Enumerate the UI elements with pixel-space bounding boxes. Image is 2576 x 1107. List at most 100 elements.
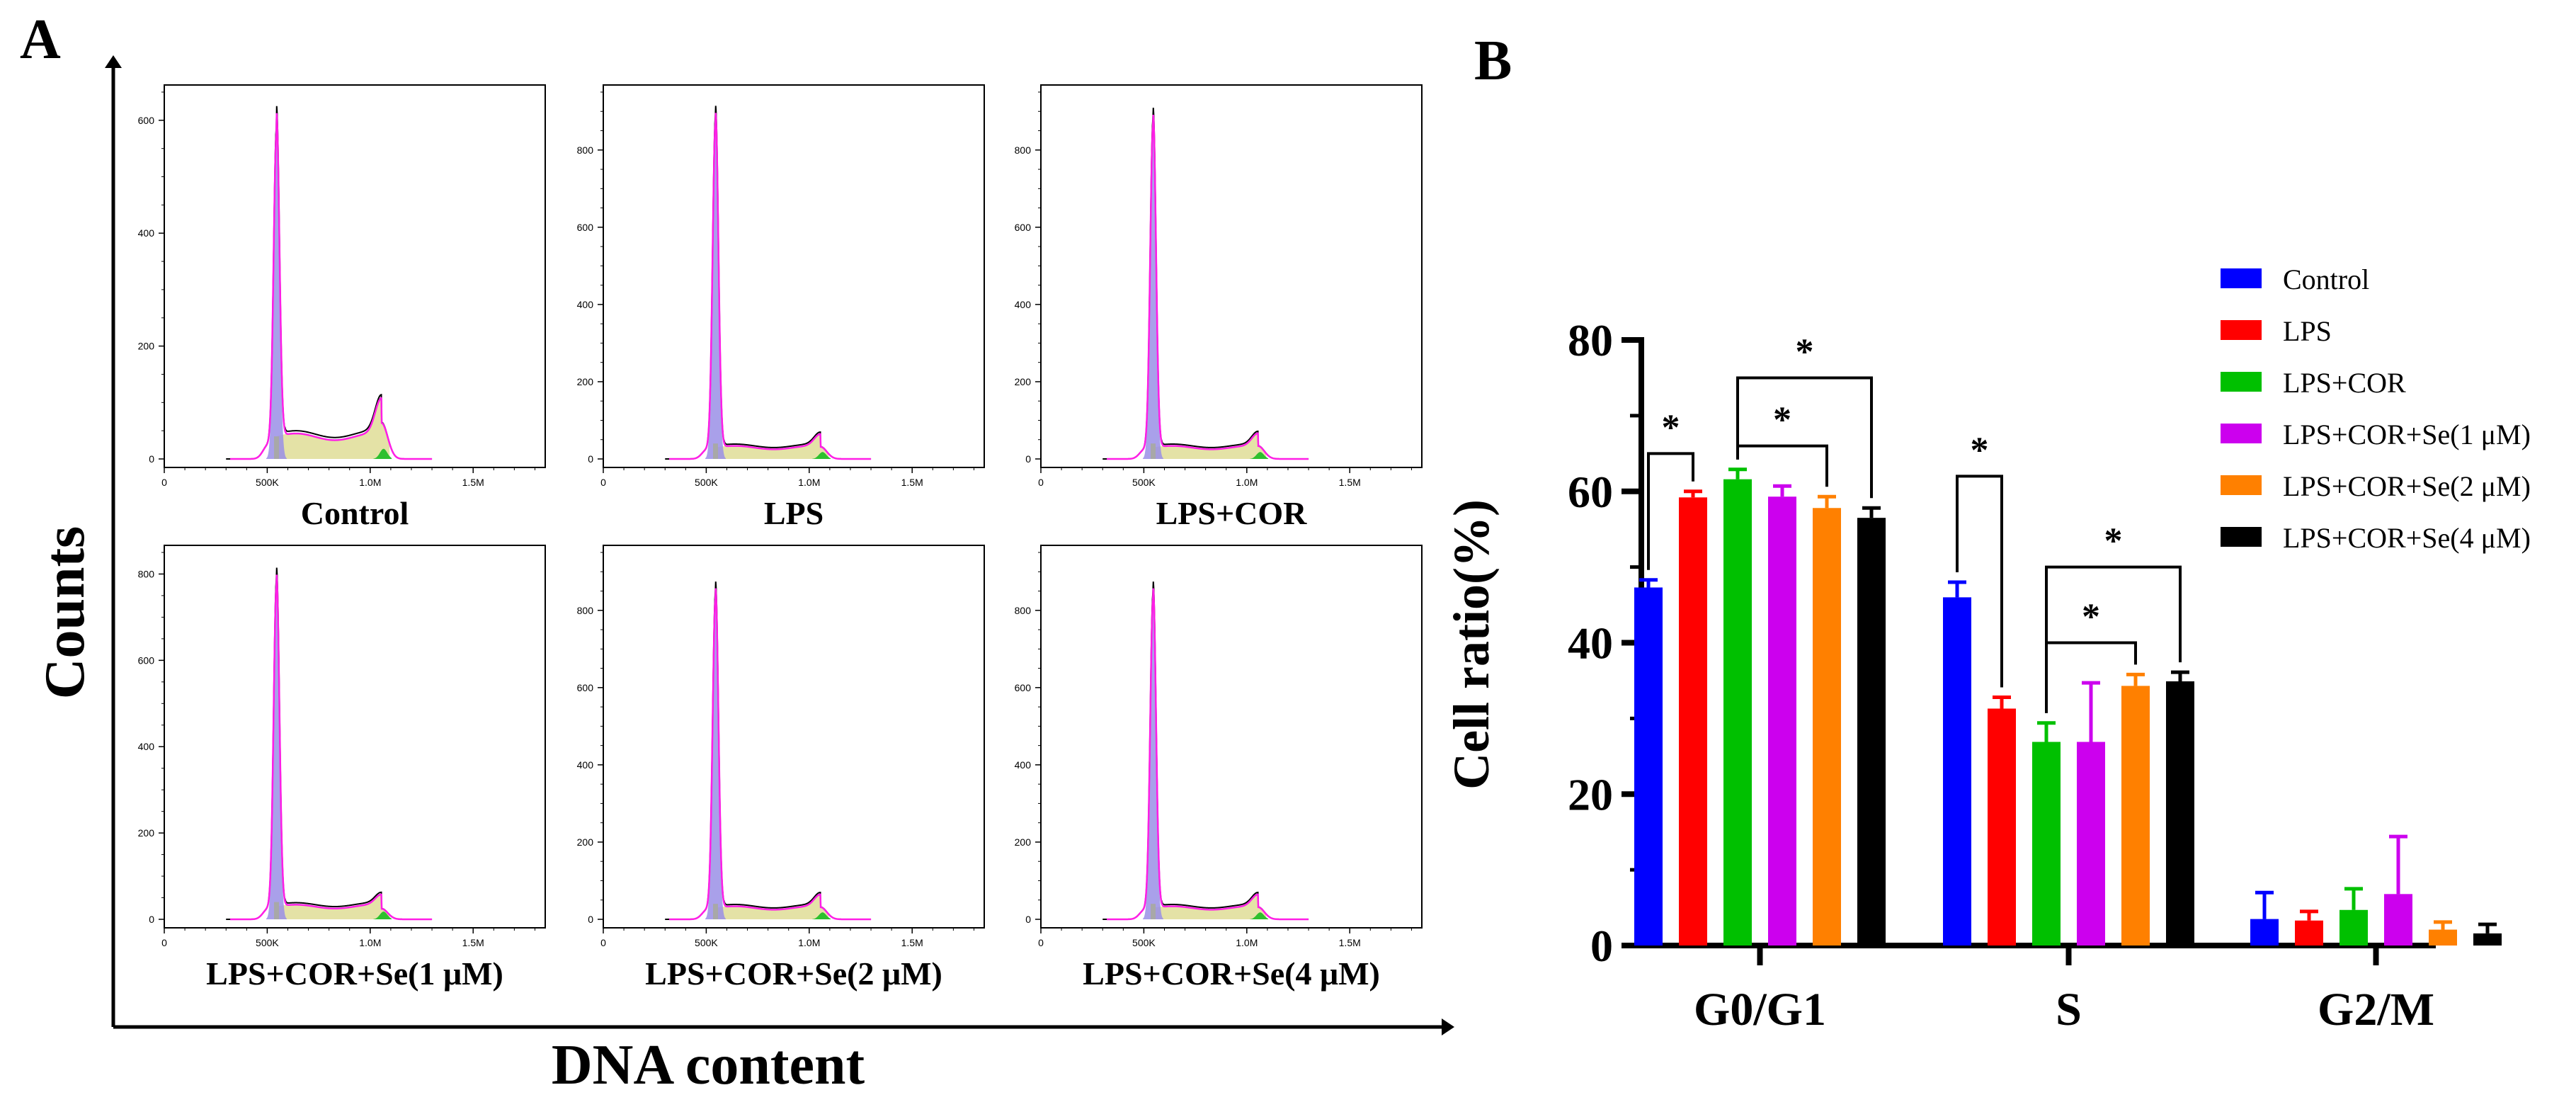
significance-bracket (1956, 475, 2003, 688)
x-tick-label: 1.5M (901, 477, 923, 488)
significance-star: * (1971, 430, 1989, 470)
x-tick-label: 1.5M (1339, 937, 1361, 948)
x-tick-label: G0/G1 (1694, 984, 1826, 1035)
x-tick-label: 1.0M (359, 937, 381, 948)
x-tick-label: 1.0M (1236, 477, 1258, 488)
histogram-plot: 0 200 400 600 800 0 500K 1.0M 1.5M LPS+COR (1015, 84, 1423, 531)
bar (1679, 497, 1707, 946)
panel-b-label: B (1474, 30, 1512, 92)
x-tick-label: 500K (1132, 477, 1156, 488)
y-tick-label: 0 (1025, 914, 1031, 925)
s-phase-area (715, 894, 829, 919)
bar (1988, 708, 2016, 946)
y-tick-label: 600 (138, 115, 155, 126)
model-fit-line (1107, 588, 1309, 921)
significance-star: * (1796, 331, 1814, 372)
histogram-plot: 0 200 400 600 0 500K 1.0M 1.5M Control (138, 84, 546, 531)
x-tick-label: 500K (695, 937, 718, 948)
model-fit-line (230, 574, 433, 921)
model-fit-line (669, 588, 872, 921)
y-tick-label: 200 (577, 836, 594, 848)
histogram-frame (1040, 84, 1423, 468)
significance-star: * (2082, 597, 2100, 637)
x-tick-label: 0 (161, 477, 167, 488)
legend-swatch (2221, 372, 2262, 392)
y-tick-label: 20 (1568, 769, 1613, 819)
model-fit-line (669, 113, 872, 460)
y-tick-label: 800 (1015, 144, 1032, 156)
histogram-title: LPS+COR (1156, 495, 1308, 531)
y-tick-label: 400 (138, 227, 155, 239)
debris-area (1151, 904, 1156, 919)
histogram-frame (603, 545, 985, 929)
bar (2121, 686, 2150, 946)
histogram-frame (1040, 545, 1423, 929)
y-tick-label: 400 (577, 299, 594, 310)
panel-a-label: A (20, 8, 61, 71)
bar (2032, 742, 2061, 946)
legend-swatch (2221, 268, 2262, 288)
bar (2166, 681, 2194, 946)
legend-label: LPS+COR+Se(4 μM) (2283, 522, 2531, 554)
significance-bracket (2045, 565, 2182, 713)
debris-area (274, 436, 279, 459)
significance-star: * (1662, 407, 1680, 448)
bar (1723, 479, 1752, 946)
y-tick-label: 400 (138, 741, 155, 752)
y-tick-label: 80 (1568, 315, 1613, 365)
debris-area (274, 902, 279, 919)
model-fit-line (230, 113, 433, 460)
y-tick-label: 60 (1568, 467, 1613, 517)
y-tick-label: 600 (138, 654, 155, 666)
histogram-title: LPS (764, 495, 823, 531)
y-tick-label: 600 (1015, 682, 1032, 693)
x-tick-label: 1.5M (462, 937, 484, 948)
bar (1813, 508, 1841, 946)
histogram-plot: 0 200 400 600 800 0 500K 1.0M 1.5M LPS+COR+Se(1 μ… (138, 545, 546, 992)
histogram-frame (164, 545, 546, 929)
y-tick-label: 400 (577, 759, 594, 771)
g0-g1-area (705, 594, 726, 919)
panel-a-xlabel: DNA content (552, 1034, 865, 1096)
x-tick-label: 500K (1132, 937, 1156, 948)
legend-swatch (2221, 527, 2262, 547)
legend-label: LPS+COR+Se(1 μM) (2283, 419, 2531, 450)
x-tick-label: 0 (1038, 477, 1044, 488)
bar (1768, 496, 1796, 946)
s-phase-area (276, 894, 390, 919)
y-tick-label: 200 (138, 827, 155, 839)
s-phase-area (276, 397, 390, 459)
y-tick-label: 0 (1590, 921, 1613, 971)
debris-area (713, 443, 718, 459)
y-axis-label: Cell ratio(%) (1443, 499, 1500, 790)
bar (2429, 929, 2457, 946)
y-tick-label: 600 (577, 222, 594, 233)
y-tick-label: 800 (138, 568, 155, 579)
x-tick-label: 1.5M (1339, 477, 1361, 488)
histogram-title: LPS+COR+Se(4 μM) (1083, 955, 1380, 992)
histogram-title: LPS+COR+Se(2 μM) (645, 955, 942, 992)
histogram-title: Control (301, 495, 409, 531)
s-phase-area (715, 433, 829, 459)
g0-g1-area (705, 119, 726, 459)
s-phase-area (1153, 433, 1267, 459)
y-tick-label: 800 (1015, 605, 1032, 616)
significance-bracket (1736, 376, 1873, 499)
significance-star: * (2104, 521, 2123, 562)
g2-m-area (373, 912, 392, 919)
x-tick-label: 1.0M (798, 937, 820, 948)
g2-m-area (373, 448, 392, 459)
x-tick-label: 1.0M (359, 477, 381, 488)
histogram-frame (603, 84, 985, 468)
debris-area (713, 904, 718, 919)
legend-label: LPS (2283, 315, 2332, 347)
bar (1857, 518, 1886, 946)
y-tick-label: 800 (577, 605, 594, 616)
g0-g1-area (266, 131, 287, 460)
panel-a-ylabel: Counts (34, 526, 96, 700)
x-tick-label: 1.5M (901, 937, 923, 948)
bar (2250, 919, 2279, 946)
bar (2340, 909, 2368, 946)
x-tick-label: 1.5M (462, 477, 484, 488)
